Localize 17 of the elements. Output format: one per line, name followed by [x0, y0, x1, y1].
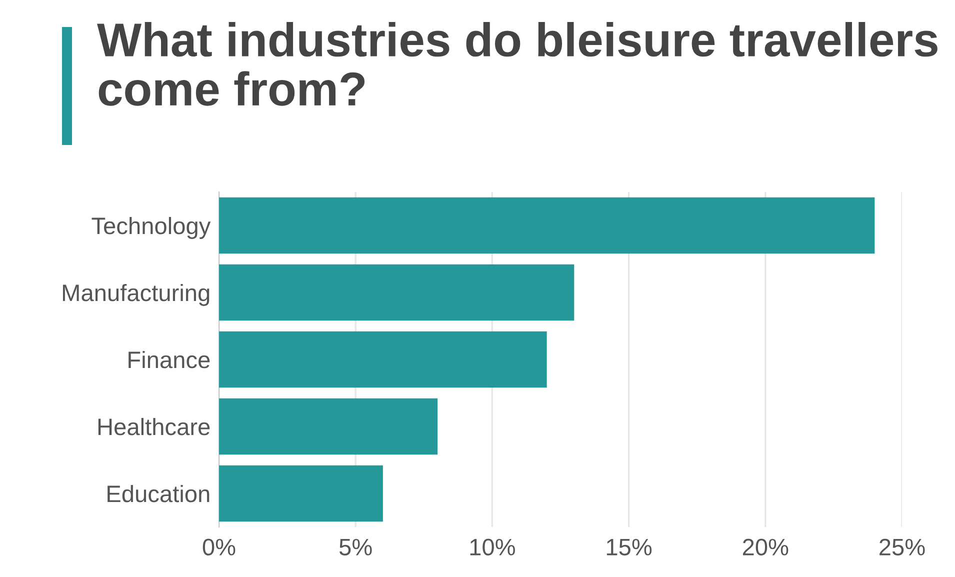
x-tick-label: 25% [880, 538, 925, 556]
y-tick-label: Finance [128, 350, 210, 368]
bar [219, 264, 574, 321]
x-tick-label: 0% [202, 538, 236, 556]
bar [219, 398, 438, 455]
y-tick-label: Technology [92, 216, 211, 239]
bar [219, 331, 547, 388]
bar [219, 197, 875, 254]
y-tick-label: Education [108, 484, 210, 502]
chart-title: What industries do bleisure travellers come from? [97, 22, 938, 106]
y-tick-label: Healthcare [98, 418, 210, 436]
bar [219, 465, 383, 522]
x-tick-label: 5% [339, 538, 372, 556]
y-tick-label: Manufacturing [62, 284, 210, 306]
x-tick-label: 20% [742, 538, 788, 556]
x-tick-label: 10% [470, 538, 515, 556]
x-tick-label: 15% [606, 538, 652, 556]
